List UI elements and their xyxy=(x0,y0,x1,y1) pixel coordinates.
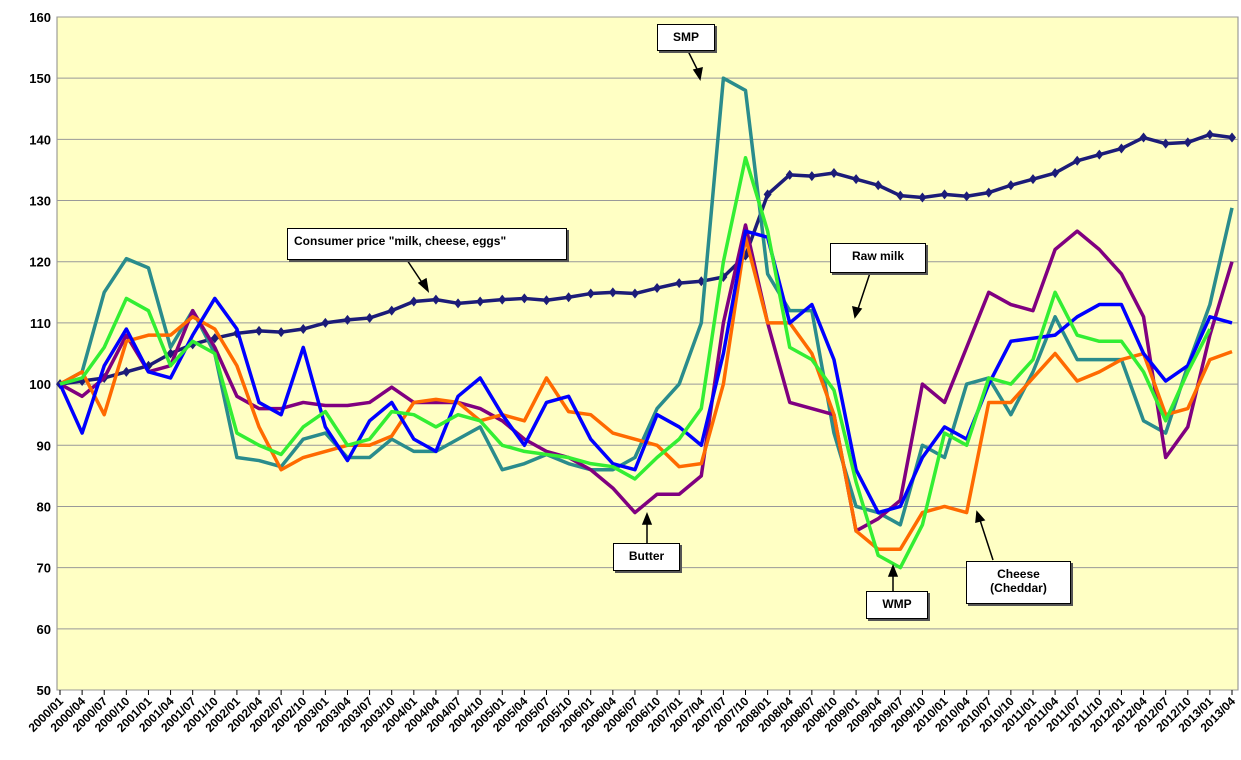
y-tick-label: 100 xyxy=(29,377,51,392)
marker xyxy=(940,189,949,200)
marker xyxy=(1117,143,1126,154)
y-tick-label: 130 xyxy=(29,194,51,209)
marker xyxy=(409,296,418,307)
annotation-butter: Butter xyxy=(613,543,680,571)
y-tick-label: 90 xyxy=(37,438,51,453)
marker xyxy=(874,180,883,191)
series-line xyxy=(59,76,1234,527)
y-tick-label: 120 xyxy=(29,255,51,270)
marker xyxy=(653,283,662,294)
marker xyxy=(785,169,794,180)
marker xyxy=(431,294,440,305)
marker xyxy=(896,190,905,201)
y-tick-label: 80 xyxy=(37,499,51,514)
marker xyxy=(1139,132,1148,143)
annotation-consumer-price: Consumer price "milk, cheese, eggs" xyxy=(287,228,567,260)
marker xyxy=(299,324,308,335)
marker xyxy=(1095,149,1104,160)
marker xyxy=(542,295,551,306)
series-line xyxy=(59,223,1234,533)
y-tick-label: 110 xyxy=(30,316,51,331)
marker xyxy=(520,293,529,304)
marker xyxy=(852,174,861,185)
annotation-raw-milk: Raw milk xyxy=(830,243,926,273)
marker xyxy=(807,171,816,182)
marker xyxy=(586,288,595,299)
annotation-smp: SMP xyxy=(657,24,715,51)
annotation-cheese: Cheese (Cheddar) xyxy=(966,561,1071,604)
marker xyxy=(1183,137,1192,148)
marker xyxy=(166,348,175,359)
series-line xyxy=(58,229,1233,515)
marker xyxy=(343,314,352,325)
marker xyxy=(255,325,264,336)
marker xyxy=(476,296,485,307)
y-tick-label: 60 xyxy=(37,622,51,637)
marker xyxy=(763,189,772,200)
arrows xyxy=(406,50,994,591)
marker xyxy=(1205,129,1214,140)
marker xyxy=(962,191,971,202)
marker xyxy=(1006,180,1015,191)
marker xyxy=(498,294,507,305)
marker xyxy=(1028,174,1037,185)
marker xyxy=(608,287,617,298)
marker xyxy=(829,168,838,179)
marker xyxy=(675,278,684,289)
marker xyxy=(630,288,639,299)
marker xyxy=(277,327,286,338)
y-tick-label: 160 xyxy=(29,10,51,25)
marker xyxy=(1228,132,1236,143)
marker xyxy=(984,187,993,198)
marker xyxy=(1051,168,1060,179)
series-line xyxy=(59,155,1212,570)
y-tick-label: 150 xyxy=(29,71,51,86)
marker xyxy=(1161,138,1170,149)
marker xyxy=(1073,155,1082,166)
marker xyxy=(564,292,573,303)
y-tick-label: 140 xyxy=(29,132,51,147)
marker xyxy=(387,305,396,316)
marker xyxy=(918,192,927,203)
marker xyxy=(321,317,330,328)
plot xyxy=(56,76,1236,570)
annotation-wmp: WMP xyxy=(866,591,928,619)
marker xyxy=(454,298,463,309)
y-tick-label: 70 xyxy=(37,561,51,576)
marker xyxy=(122,366,131,377)
series-line xyxy=(59,132,1233,386)
marker xyxy=(365,313,374,324)
y-tick-label: 50 xyxy=(37,683,51,698)
